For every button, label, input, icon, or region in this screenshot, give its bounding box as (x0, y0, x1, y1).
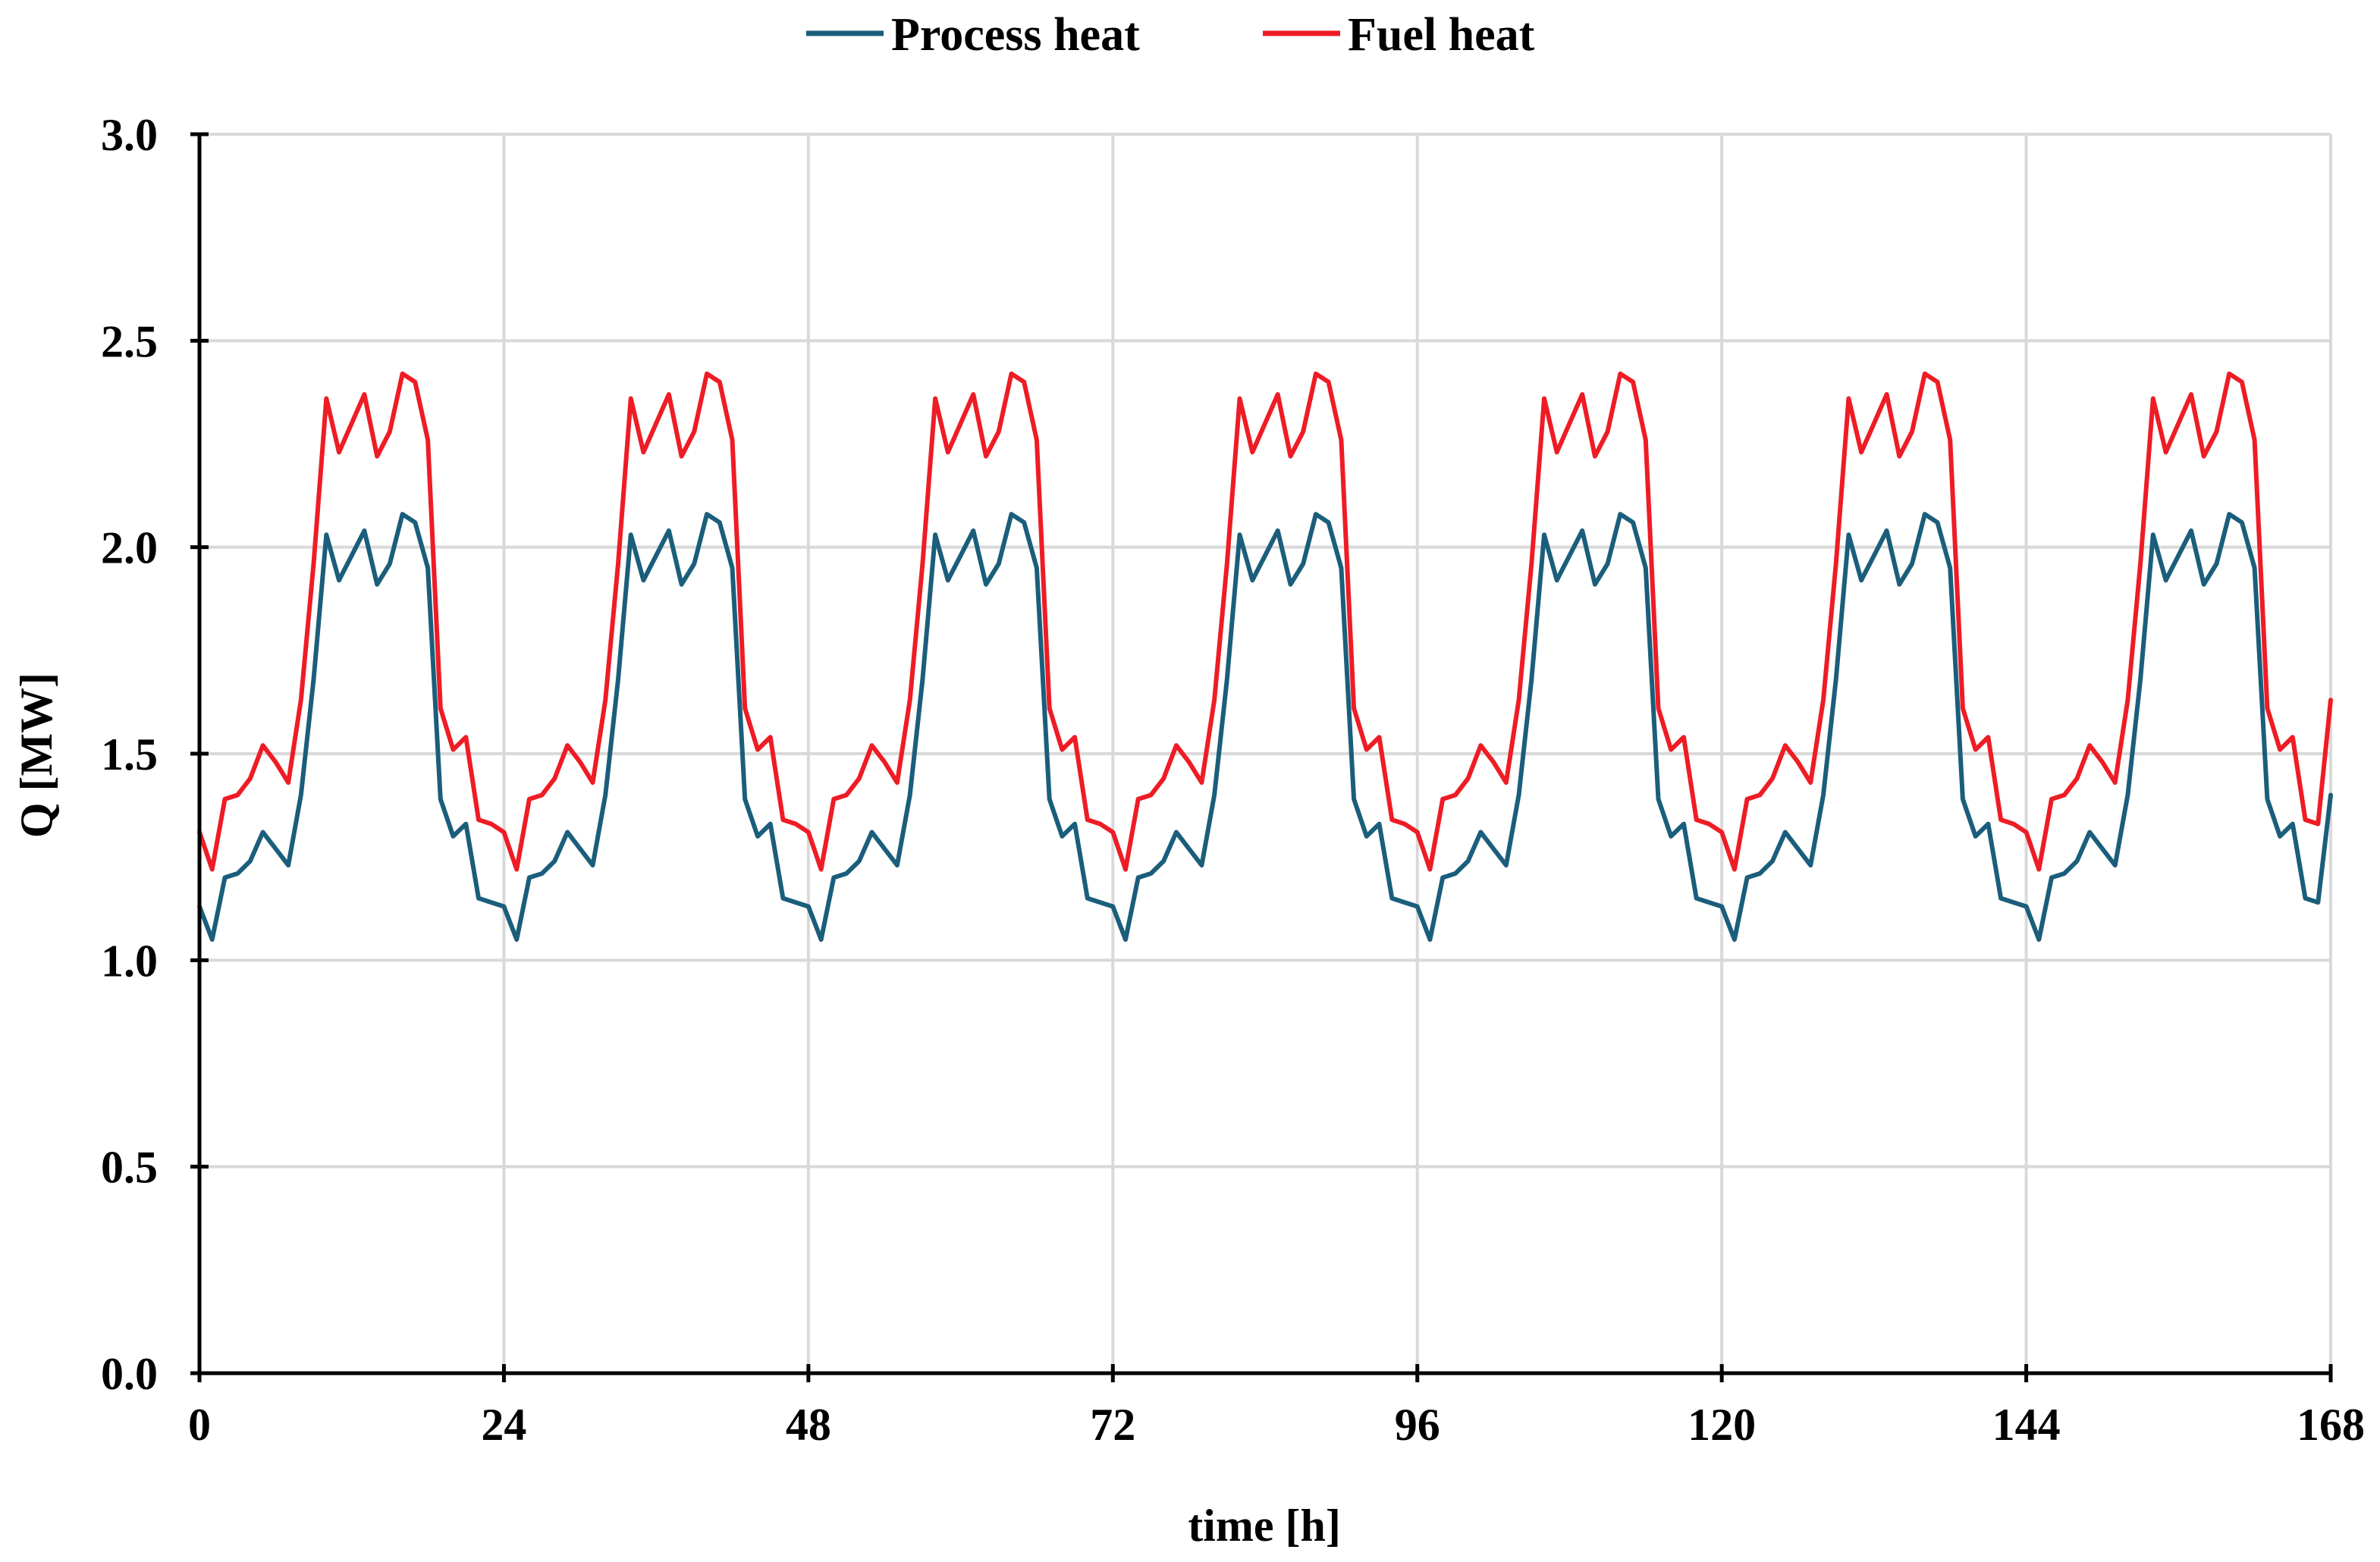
x-tick-label: 24 (481, 1400, 526, 1450)
x-axis-ticks: 0 24 48 72 96 120 144 168 (188, 1364, 2365, 1450)
legend-label-process-heat: Process heat (891, 9, 1140, 61)
y-axis-title: Q [MW] (11, 673, 61, 838)
y-tick-label: 2.0 (101, 523, 158, 573)
y-tick-label: 1.5 (101, 729, 158, 779)
legend-label-fuel-heat: Fuel heat (1348, 9, 1535, 61)
series-line-fuel-heat (197, 371, 2333, 872)
x-tick-label: 144 (1992, 1400, 2061, 1450)
x-tick-label: 120 (1688, 1400, 1756, 1450)
x-tick-label: 72 (1090, 1400, 1135, 1450)
y-tick-label: 3.0 (101, 110, 158, 160)
y-tick-label: 0.0 (101, 1349, 158, 1399)
x-tick-label: 48 (786, 1400, 831, 1450)
x-tick-label: 168 (2297, 1400, 2365, 1450)
series-lines (197, 371, 2333, 943)
series-line-process-heat (197, 512, 2333, 943)
x-tick-label: 0 (188, 1400, 211, 1450)
y-tick-label: 1.0 (101, 936, 158, 986)
y-tick-label: 2.5 (101, 316, 158, 366)
legend: Process heat Fuel heat (806, 9, 1535, 61)
y-gridlines (199, 133, 2331, 1168)
y-tick-label: 0.5 (101, 1143, 158, 1193)
x-tick-label: 96 (1395, 1400, 1440, 1450)
y-axis-ticks: 0.0 0.5 1.0 1.5 2.0 2.5 3.0 (101, 110, 209, 1399)
x-axis-title: time [h] (1188, 1501, 1341, 1551)
